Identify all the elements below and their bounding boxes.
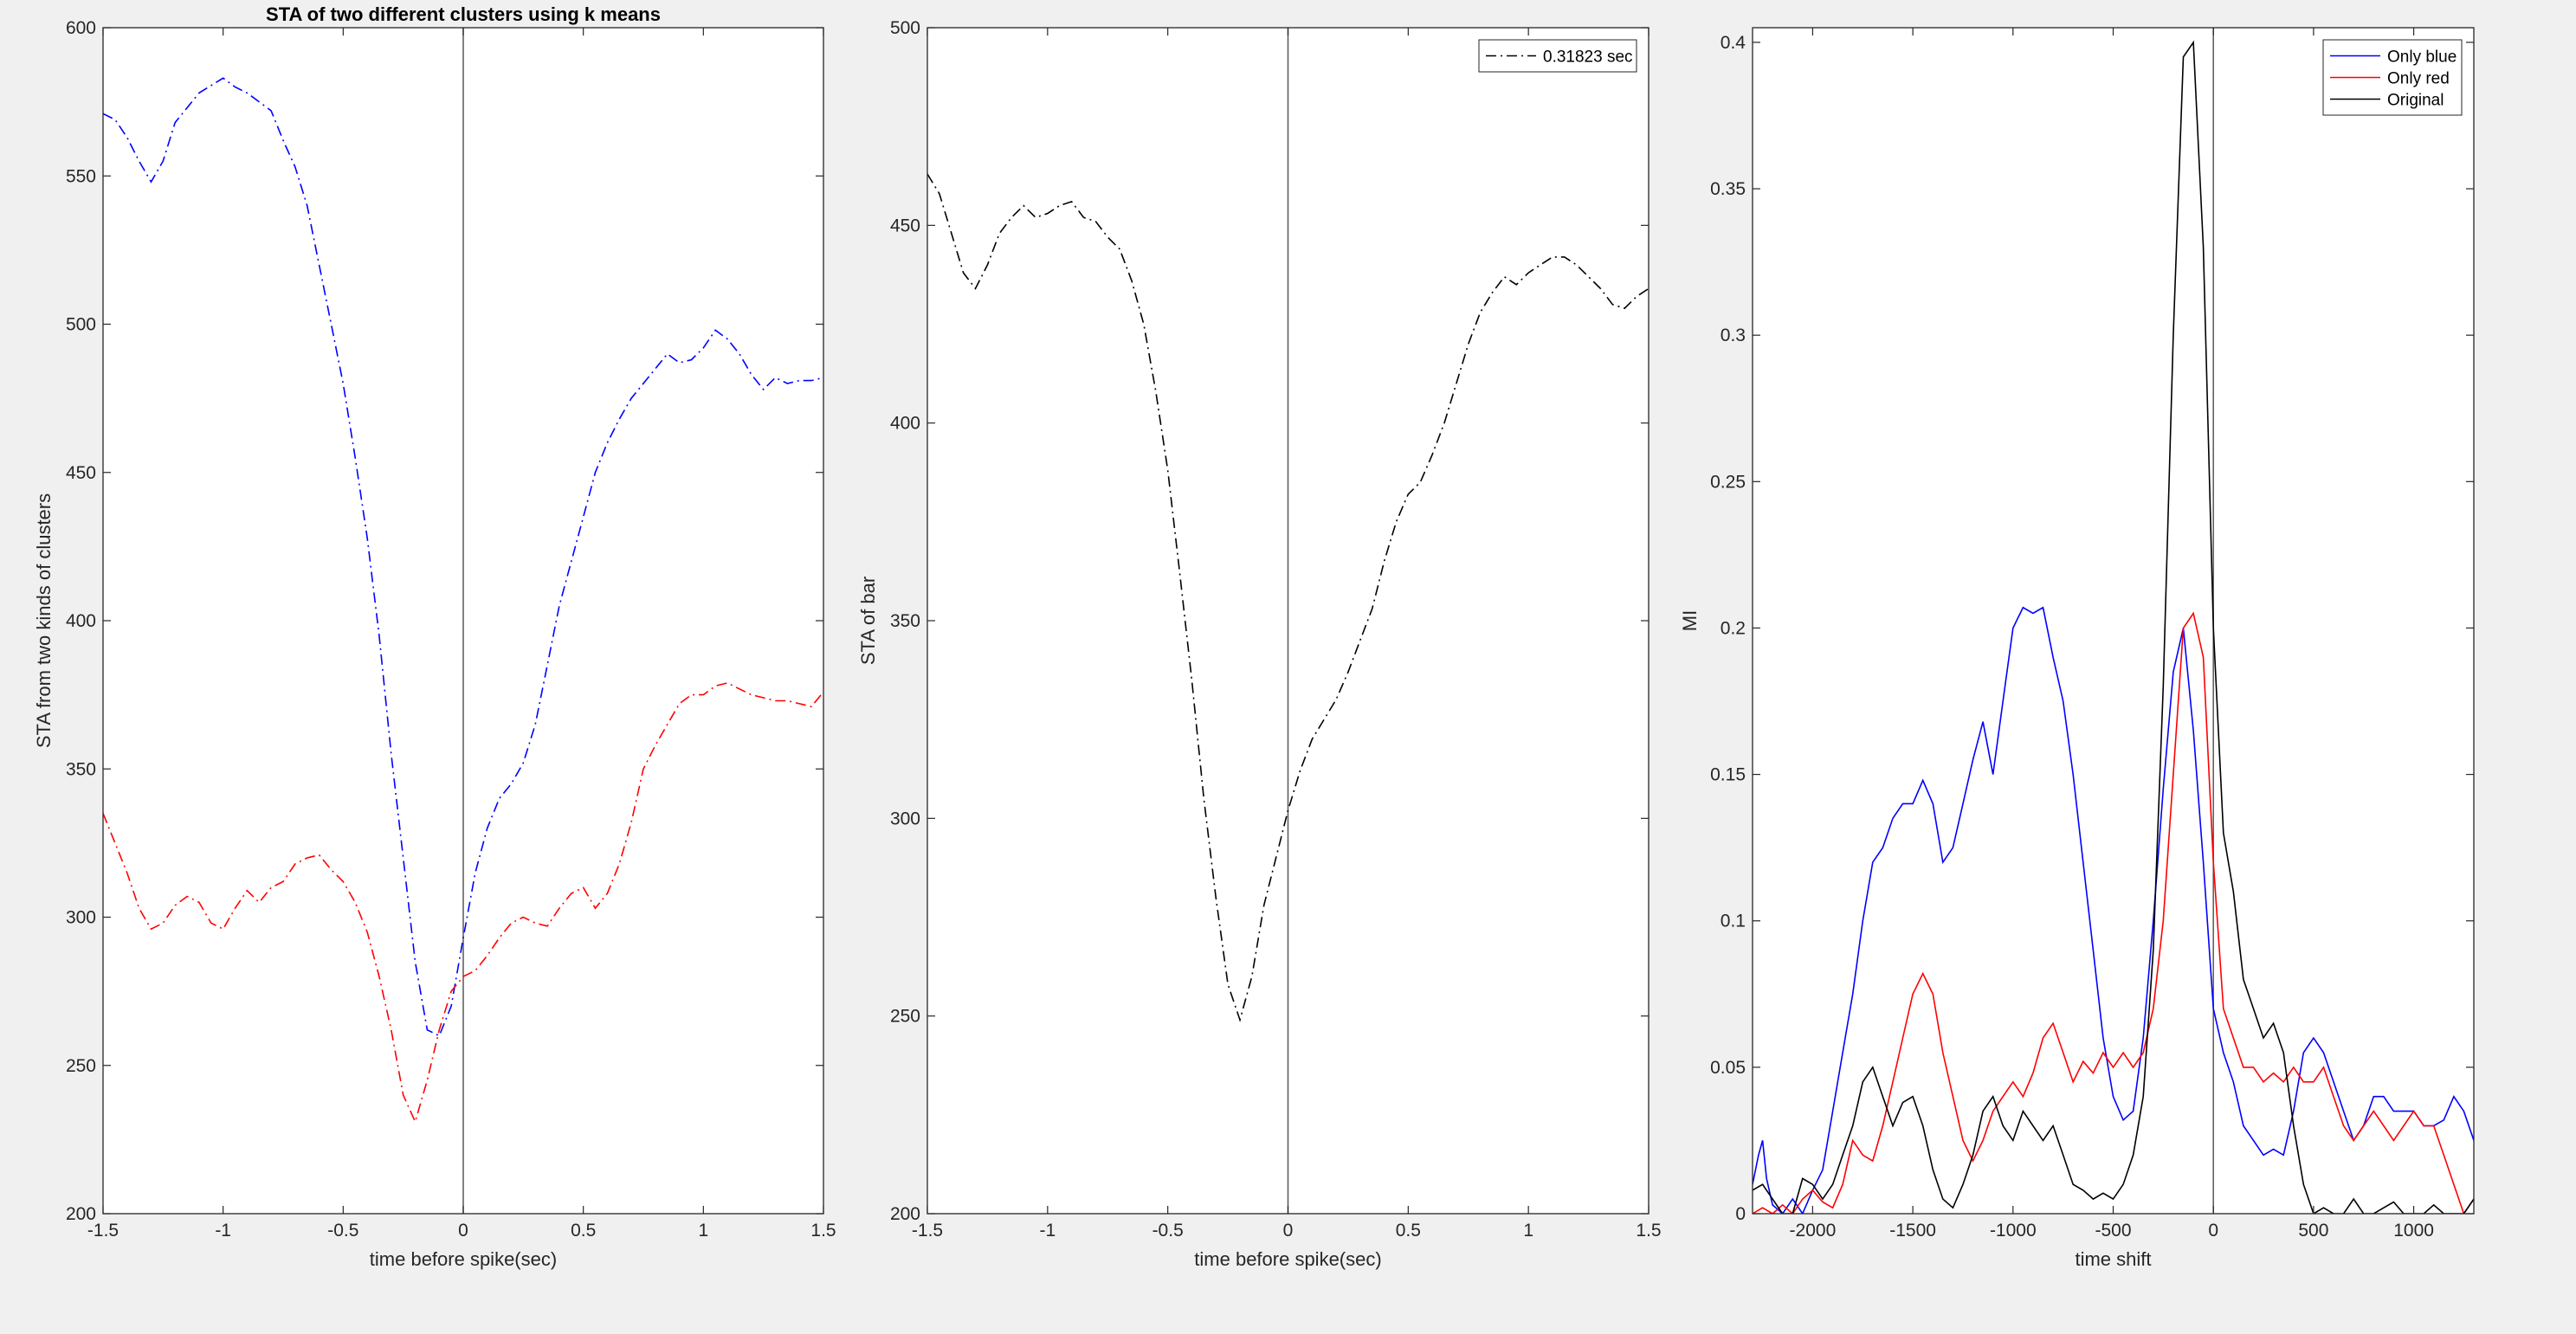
x-tick-label: -1500 [1889, 1221, 1936, 1241]
x-tick-label: -0.5 [1152, 1221, 1184, 1241]
x-tick-label: -0.5 [327, 1221, 358, 1241]
x-tick-label: -1 [215, 1221, 231, 1241]
legend: Only blue Only red Original [2323, 40, 2462, 115]
y-tick-label: 600 [66, 18, 96, 38]
x-tick-label: -1 [1039, 1221, 1056, 1241]
y-tick-label: 400 [66, 611, 96, 631]
y-tick-label: 500 [890, 18, 920, 38]
legend-label: 0.31823 sec [1543, 48, 1633, 67]
y-tick-label: 300 [890, 809, 920, 828]
x-tick-label: 1 [698, 1221, 708, 1241]
y-tick-label: 300 [66, 908, 96, 928]
y-tick-label: 0.15 [1710, 765, 1746, 785]
y-tick-label: 400 [890, 414, 920, 434]
y-axis-label: STA of bar [857, 577, 879, 665]
x-axis-label: time before spike(sec) [370, 1248, 557, 1270]
x-axis-label: time shift [2075, 1248, 2151, 1270]
y-tick-label: 250 [66, 1056, 96, 1076]
y-tick-label: 200 [66, 1204, 96, 1224]
x-tick-label: 0 [2208, 1221, 2218, 1241]
y-tick-label: 0 [1735, 1204, 1746, 1224]
x-tick-label: 1.5 [810, 1221, 836, 1241]
x-tick-label: 0 [1283, 1221, 1294, 1241]
y-tick-label: 0.2 [1721, 618, 1746, 638]
y-tick-label: 450 [890, 216, 920, 235]
y-tick-label: 0.35 [1710, 179, 1746, 199]
y-tick-label: 0.25 [1710, 472, 1746, 492]
y-tick-label: 450 [66, 463, 96, 483]
y-axis-label: STA from two kinds of clusters [33, 493, 55, 748]
x-tick-label: 1 [1523, 1221, 1533, 1241]
y-tick-label: 200 [890, 1204, 920, 1224]
plot-area [1753, 28, 2474, 1214]
y-tick-label: 0.4 [1721, 33, 1746, 53]
legend-label: Only red [2387, 70, 2450, 88]
x-tick-label: -1000 [1990, 1221, 2037, 1241]
y-tick-label: 550 [66, 166, 96, 186]
y-tick-label: 350 [890, 611, 920, 631]
legend-label: Original [2387, 92, 2444, 110]
x-axis-label: time before spike(sec) [1194, 1248, 1381, 1270]
x-tick-label: 0 [458, 1221, 468, 1241]
y-tick-label: 0.1 [1721, 912, 1746, 931]
x-tick-label: 1000 [2393, 1221, 2434, 1241]
legend-label: Only blue [2387, 48, 2457, 67]
y-tick-label: 250 [890, 1007, 920, 1027]
x-tick-label: 0.5 [571, 1221, 596, 1241]
y-tick-label: 0.05 [1710, 1058, 1746, 1078]
x-tick-label: 0.5 [1396, 1221, 1421, 1241]
chart-panel-3: -2000 -1500 -1000 -500 0 500 1000 0 0.05 0.1 0.15 0… [1679, 28, 2474, 1270]
x-tick-label: 500 [2298, 1221, 2328, 1241]
x-tick-label: 1.5 [1636, 1221, 1661, 1241]
legend: 0.31823 sec [1479, 40, 1637, 72]
y-axis-label: MI [1679, 610, 1701, 631]
y-tick-label: 350 [66, 759, 96, 779]
y-tick-label: 0.3 [1721, 325, 1746, 345]
x-tick-label: -500 [2095, 1221, 2131, 1241]
chart-panel-1: -1.5 -1 -0.5 0 0.5 1 1.52002503003504004505005… [33, 3, 836, 1270]
chart-title: STA of two different clusters using k me… [266, 3, 661, 25]
chart-panel-2: -1.5 -1 -0.5 0 0.5 1 1.5200250300350400450500t… [857, 18, 1662, 1270]
x-tick-label: -2000 [1790, 1221, 1837, 1241]
y-tick-label: 500 [66, 315, 96, 335]
